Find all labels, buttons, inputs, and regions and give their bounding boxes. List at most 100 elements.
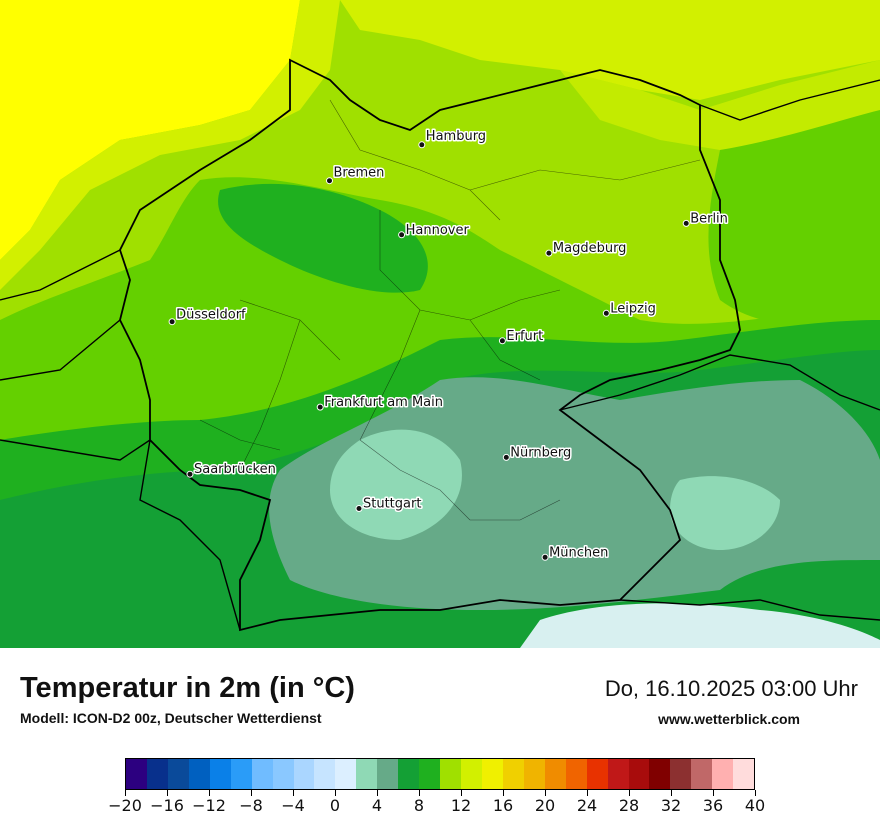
green-middle-north — [218, 183, 428, 293]
city-dot — [541, 553, 549, 561]
website-link[interactable]: www.wetterblick.com — [658, 711, 800, 727]
colorbar-swatch — [293, 759, 315, 789]
colorbar-swatch — [440, 759, 461, 789]
colorbar-swatch — [209, 759, 231, 789]
city-düsseldorf: Düsseldorf — [168, 306, 248, 326]
colorbar-tick-label: −16 — [150, 796, 184, 815]
colorbar-tick — [419, 790, 420, 796]
city-dot — [418, 141, 426, 149]
colorbar-tick — [335, 790, 336, 796]
city-label: Leipzig — [610, 301, 656, 316]
city-label: Hamburg — [426, 129, 486, 144]
colorbar-swatch — [126, 759, 147, 789]
colorbar-swatch — [188, 759, 210, 789]
border-netherlands — [0, 249, 121, 381]
city-label: Berlin — [690, 211, 728, 226]
city-stuttgart: Stuttgart — [355, 495, 423, 513]
city-dot — [398, 231, 406, 239]
temperature-map: Hamburg Bremen Berlin Hannover Magdeburg Düss… — [0, 0, 880, 648]
city-saarbrücken: Saarbrücken — [186, 461, 277, 479]
alps-cold — [520, 603, 880, 648]
colorbar-swatch — [146, 759, 168, 789]
north-sea — [0, 0, 300, 260]
city-bremen: Bremen — [326, 164, 386, 185]
map-title: Temperatur in 2m (in °C) — [20, 672, 355, 704]
city-magdeburg: Magdeburg — [545, 240, 628, 258]
colorbar-tick-label: 12 — [450, 796, 472, 815]
colorbar-tick — [545, 790, 546, 796]
colorbar-swatch — [523, 759, 545, 789]
city-nürnberg: Nürnberg — [502, 444, 573, 462]
colorbar-swatch — [481, 759, 503, 789]
colorbar-tick — [503, 790, 504, 796]
border-germany — [119, 58, 741, 632]
colorbar-ticks: −20 −16 −12 −8 −4 0 4 8 12 16 20 24 28 32 36 40 — [108, 790, 765, 820]
valid-datetime: Do, 16.10.2025 03:00 Uhr — [604, 676, 858, 701]
city-label: Magdeburg — [553, 241, 627, 256]
colorbar-tick — [755, 790, 756, 796]
city-label: Hannover — [406, 223, 470, 238]
colorbar-swatch — [670, 759, 692, 789]
warm-coast-northwest — [0, 0, 340, 290]
border-austria — [619, 599, 880, 621]
colorbar-tick — [629, 790, 630, 796]
colorbar-tick — [293, 790, 294, 796]
city-frankfurt-am-main: Frankfurt am Main — [316, 394, 444, 412]
city-berlin: Berlin — [682, 210, 729, 228]
colorbar-tick — [377, 790, 378, 796]
colorbar-swatch — [712, 759, 734, 789]
state-borders — [199, 99, 701, 521]
colorbar-swatch — [398, 759, 420, 789]
city-erfurt: Erfurt — [498, 327, 545, 345]
colorbar-tick-label: −20 — [108, 796, 142, 815]
model-subtitle: Modell: ICON-D2 00z, Deutscher Wetterdie… — [20, 710, 322, 726]
city-dot — [186, 470, 194, 478]
city-dot — [168, 318, 176, 326]
colorbar-swatch — [335, 759, 357, 789]
city-münchen: München — [541, 544, 610, 562]
colorbar-tick — [461, 790, 462, 796]
colorbar-tick-label: 4 — [371, 796, 383, 815]
colorbar-swatch — [377, 759, 399, 789]
warm-coast-northeast — [340, 0, 880, 100]
colorbar-tick-label: 24 — [576, 796, 598, 815]
colorbar-tick-label: 40 — [744, 796, 766, 815]
border-belgium-france — [0, 439, 241, 631]
city-label: Frankfurt am Main — [324, 395, 443, 410]
colorbar-tick-label: 36 — [702, 796, 724, 815]
city-dot — [498, 337, 506, 345]
colorbar-swatch — [230, 759, 252, 789]
colorbar-swatch — [565, 759, 587, 789]
colorbar-swatch — [733, 759, 755, 789]
colorbar-tick — [209, 790, 210, 796]
city-label: Düsseldorf — [176, 308, 246, 323]
colorbar-tick-label: 16 — [492, 796, 514, 815]
border-czech — [559, 354, 880, 411]
city-dot — [682, 219, 690, 227]
colorbar-tick-label: −12 — [192, 796, 226, 815]
colorbar-swatch — [649, 759, 671, 789]
colorbar-tick — [671, 790, 672, 796]
city-label: Saarbrücken — [194, 462, 276, 477]
colorbar-tick-label: 28 — [618, 796, 640, 815]
colorbar-tick-label: 32 — [660, 796, 682, 815]
city-label: München — [549, 545, 608, 560]
city-dot — [545, 249, 553, 257]
city-leipzig: Leipzig — [602, 300, 657, 318]
colorbar-swatch — [628, 759, 650, 789]
colorbar-tick — [713, 790, 714, 796]
colorbar-tick — [125, 790, 126, 796]
colorbar-swatch — [272, 759, 294, 789]
colorbar-tick-label: −8 — [239, 796, 263, 815]
cold-patches — [330, 429, 462, 540]
colorbar-swatch — [502, 759, 524, 789]
warm-pocket-west — [141, 266, 308, 404]
city-label: Nürnberg — [510, 445, 571, 460]
colorbar-tick-label: 20 — [534, 796, 556, 815]
colorbar-swatch — [419, 759, 441, 789]
city-dot — [316, 403, 324, 411]
colorbar-tick — [251, 790, 252, 796]
colorbar-swatch — [251, 759, 273, 789]
colorbar-swatch — [544, 759, 566, 789]
colorbar-tick-label: −4 — [281, 796, 305, 815]
